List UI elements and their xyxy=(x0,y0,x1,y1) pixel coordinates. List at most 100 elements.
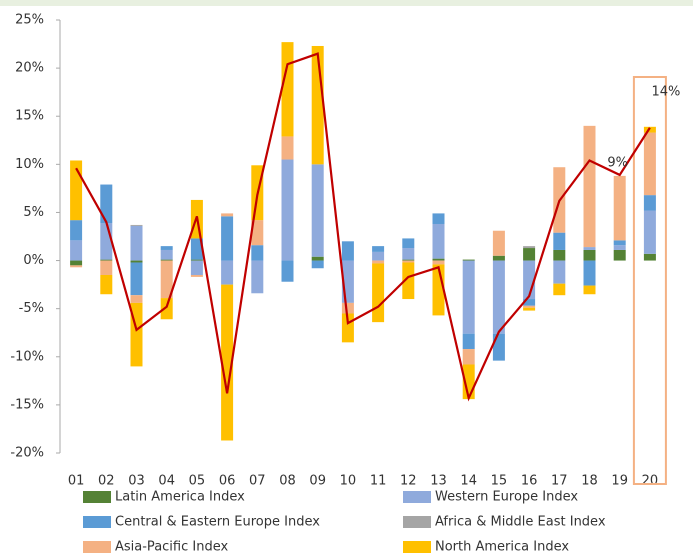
bar-segment xyxy=(221,216,234,261)
bar-segment xyxy=(402,260,415,263)
bar-segment xyxy=(130,224,143,226)
bar-segment xyxy=(311,45,324,165)
x-tick-label: 15 xyxy=(491,474,508,489)
bar-segment xyxy=(553,249,566,261)
bar-segment xyxy=(613,245,626,250)
x-tick-label: 07 xyxy=(249,474,266,489)
y-tick-label: 10% xyxy=(15,157,44,172)
y-tick-label: 0% xyxy=(23,253,44,268)
bar-segment xyxy=(492,333,505,361)
bar-segment xyxy=(190,238,203,260)
legend-swatch xyxy=(83,491,111,503)
bar-segment xyxy=(281,136,294,160)
x-tick-label: 12 xyxy=(400,474,417,489)
bar-segment xyxy=(160,259,173,261)
bar-segment xyxy=(492,230,505,256)
y-tick-label: 15% xyxy=(15,109,44,124)
bar-segment xyxy=(432,213,445,224)
bar-segment xyxy=(190,260,203,275)
x-tick-label: 20 xyxy=(642,474,659,489)
x-tick-label: 06 xyxy=(219,474,236,489)
bar-segment xyxy=(372,251,385,261)
y-tick-label: 25% xyxy=(15,13,44,28)
legend-label: Western Europe Index xyxy=(435,490,578,505)
bar-segment xyxy=(130,262,143,296)
bar-segment xyxy=(523,246,536,249)
bar-segment xyxy=(583,249,596,261)
bar-segment xyxy=(462,260,475,334)
legend-swatch xyxy=(83,516,111,528)
bar-segment xyxy=(251,245,264,261)
y-tick-label: -15% xyxy=(10,397,44,412)
bar-segment xyxy=(221,260,234,285)
bar-segment xyxy=(462,259,475,261)
bar-segment xyxy=(523,299,536,306)
legend-swatch xyxy=(403,516,431,528)
legend-swatch xyxy=(83,541,111,553)
legend-swatch xyxy=(403,491,431,503)
bar-segment xyxy=(341,302,354,314)
bar-segment xyxy=(372,260,385,264)
bar-segment xyxy=(583,247,596,250)
bar-segment xyxy=(130,260,143,263)
bar-segment xyxy=(553,283,566,296)
x-tick-label: 18 xyxy=(581,474,598,489)
bar-segment xyxy=(643,195,656,211)
bar-segment xyxy=(221,284,234,441)
bar-segment xyxy=(523,305,536,308)
bar-segment xyxy=(553,260,566,284)
bar-segment xyxy=(492,260,505,334)
bar-segment xyxy=(70,220,83,241)
x-tick-label: 04 xyxy=(158,474,175,489)
bar-segment xyxy=(100,260,113,275)
bar-segment xyxy=(70,265,83,268)
bar-segment xyxy=(160,246,173,250)
x-tick-label: 05 xyxy=(189,474,206,489)
bar-segment xyxy=(432,260,445,265)
y-tick-label: 5% xyxy=(23,205,44,220)
highlight-box xyxy=(632,76,667,485)
bar-segment xyxy=(643,132,656,196)
bar-segment xyxy=(281,260,294,282)
bar-segment xyxy=(281,159,294,261)
x-tick-label: 11 xyxy=(370,474,387,489)
legend-label: Central & Eastern Europe Index xyxy=(115,515,320,530)
bar-segment xyxy=(583,285,596,295)
bar-segment xyxy=(583,125,596,248)
y-tick-label: -10% xyxy=(10,349,44,364)
top-strip xyxy=(0,0,693,6)
x-tick-label: 19 xyxy=(611,474,628,489)
bar-segment xyxy=(130,295,143,303)
bar-segment xyxy=(160,249,173,260)
bar-segment xyxy=(311,164,324,257)
bar-segment xyxy=(100,259,113,261)
x-tick-label: 13 xyxy=(430,474,447,489)
bar-segment xyxy=(613,240,626,246)
x-tick-label: 01 xyxy=(68,474,85,489)
x-tick-label: 14 xyxy=(460,474,477,489)
x-tick-label: 17 xyxy=(551,474,568,489)
bar-segment xyxy=(402,238,415,249)
bar-segment xyxy=(402,259,415,261)
bar-segment xyxy=(251,260,264,294)
bar-segment xyxy=(281,42,294,137)
bar-segment xyxy=(643,210,656,254)
bar-segment xyxy=(130,225,143,261)
bar-segment xyxy=(190,259,203,261)
bar-segment xyxy=(100,274,113,295)
bar-segment xyxy=(160,298,173,320)
x-tick-label: 03 xyxy=(128,474,145,489)
bar-segment xyxy=(432,223,445,259)
y-tick-label: 20% xyxy=(15,61,44,76)
total-line xyxy=(75,52,651,402)
bar-segment xyxy=(523,307,536,311)
bar-segment xyxy=(311,260,324,269)
bar-segment xyxy=(492,255,505,261)
bar-segment xyxy=(372,263,385,323)
value-label: 9% xyxy=(607,155,628,170)
bar-segment xyxy=(432,258,445,261)
bar-segment xyxy=(221,213,234,217)
bar-segment xyxy=(251,220,264,246)
y-tick-label: -5% xyxy=(19,301,44,316)
